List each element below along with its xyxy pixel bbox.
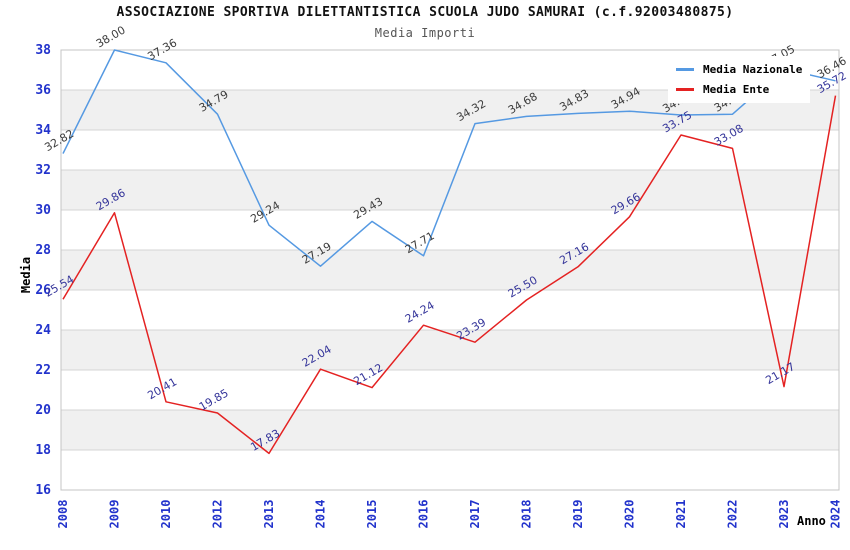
- legend-line-sample-ente-icon: [676, 88, 694, 91]
- y-tick-label: 28: [35, 243, 51, 258]
- plot-band: [61, 290, 839, 330]
- x-tick-label: 2016: [417, 500, 431, 529]
- y-tick-label: 32: [35, 163, 51, 178]
- x-tick-label: 2021: [674, 500, 688, 529]
- x-tick-label: 2013: [262, 500, 276, 529]
- x-tick-label: 2009: [108, 500, 122, 529]
- x-axis-title: Anno: [797, 514, 826, 528]
- chart-title: ASSOCIAZIONE SPORTIVA DILETTANTISTICA SC…: [116, 5, 734, 20]
- x-tick-label: 2024: [829, 500, 843, 529]
- y-tick-label: 34: [35, 123, 51, 138]
- plot-frame: [60, 49, 840, 491]
- x-tick-label: 2017: [468, 500, 482, 529]
- y-axis-title: Media: [19, 256, 34, 294]
- x-tick-label: 2020: [623, 500, 637, 529]
- x-tick-label: 2010: [159, 500, 173, 529]
- x-tick-label: 2022: [726, 500, 740, 529]
- plot-band: [61, 370, 839, 410]
- x-tick-label: 2008: [56, 500, 70, 529]
- legend: Media Nazionale Media Ente: [668, 56, 810, 103]
- y-tick-label: 26: [35, 283, 51, 298]
- y-tick-label: 24: [35, 323, 51, 338]
- y-tick-label: 20: [35, 403, 51, 418]
- y-tick-label: 22: [35, 363, 51, 378]
- plot-band: [61, 170, 839, 210]
- plot-band: [61, 450, 839, 490]
- x-tick-label: 2012: [211, 500, 225, 529]
- legend-label-media-nazionale: Media Nazionale: [703, 63, 803, 76]
- y-tick-label: 38: [35, 43, 51, 58]
- y-tick-label: 30: [35, 203, 51, 218]
- x-tick-label: 2014: [314, 500, 328, 529]
- chart-subtitle: Media Importi: [374, 26, 476, 40]
- y-tick-label: 18: [35, 443, 51, 458]
- series-line-media-ente: [62, 95, 837, 455]
- legend-line-sample-nazionale-icon: [676, 68, 694, 71]
- plot-band: [61, 410, 839, 450]
- series-line-media-nazionale: [62, 49, 836, 267]
- x-tick-label: 2015: [365, 500, 379, 529]
- plot-band: [61, 250, 839, 290]
- x-tick-label: 2019: [571, 500, 585, 529]
- legend-item-media-nazionale: Media Nazionale: [676, 63, 810, 76]
- plot-band: [61, 130, 839, 170]
- plot-band: [61, 330, 839, 370]
- x-tick-label: 2023: [777, 500, 791, 529]
- legend-item-media-ente: Media Ente: [676, 83, 810, 96]
- legend-label-media-ente: Media Ente: [703, 83, 770, 96]
- y-tick-label: 36: [35, 83, 51, 98]
- x-tick-label: 2018: [520, 500, 534, 529]
- plot-band: [61, 210, 839, 250]
- y-tick-label: 16: [35, 483, 51, 498]
